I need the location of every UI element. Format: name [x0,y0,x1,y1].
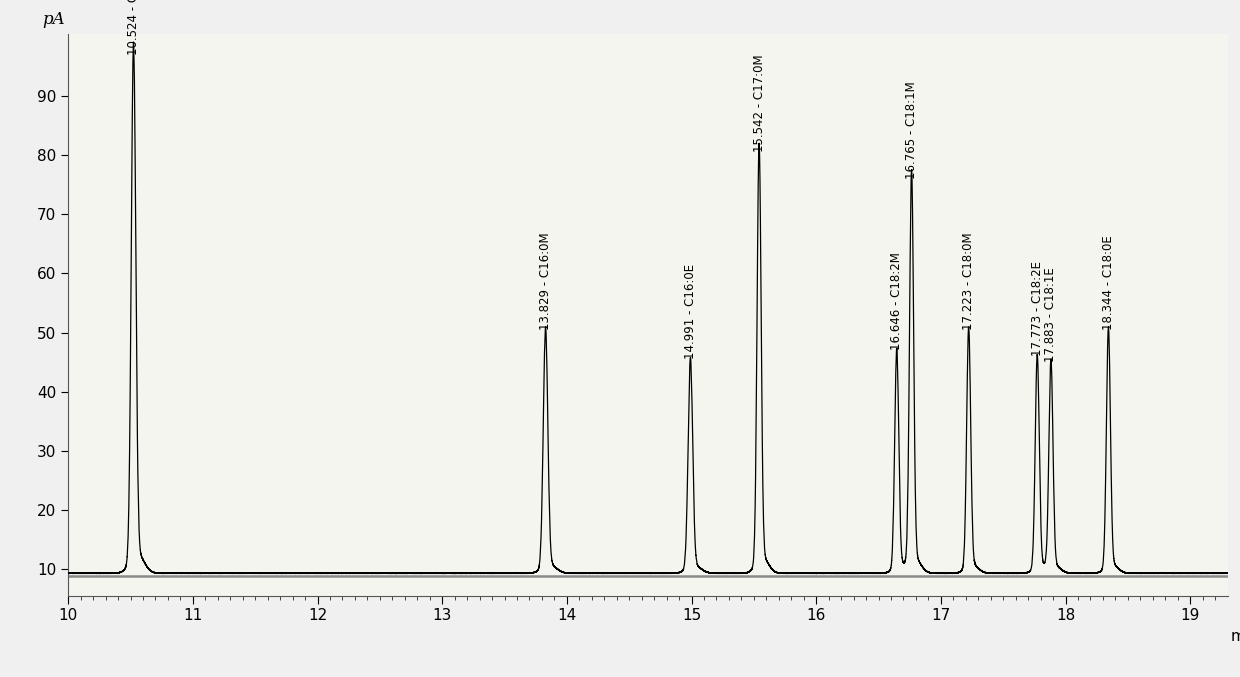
Text: 18.344 - C18:0E: 18.344 - C18:0E [1102,235,1115,330]
Text: 17.773 - C18:2E: 17.773 - C18:2E [1030,261,1044,356]
Text: 17.223 - C18:0M: 17.223 - C18:0M [962,232,975,330]
Text: 17.883 - C18:1E: 17.883 - C18:1E [1044,267,1058,362]
Text: min: min [1231,630,1240,645]
Text: 15.542 - C17:0M: 15.542 - C17:0M [753,55,765,152]
Text: 16.646 - C18:2M: 16.646 - C18:2M [890,253,903,350]
Text: 10.524 - C14:0M: 10.524 - C14:0M [126,0,140,55]
Text: 16.765 - C18:1M: 16.765 - C18:1M [905,81,918,179]
Text: 14.991 - C16:0E: 14.991 - C16:0E [684,264,697,359]
Text: 13.829 - C16:0M: 13.829 - C16:0M [539,232,552,330]
Text: pA: pA [42,12,64,28]
